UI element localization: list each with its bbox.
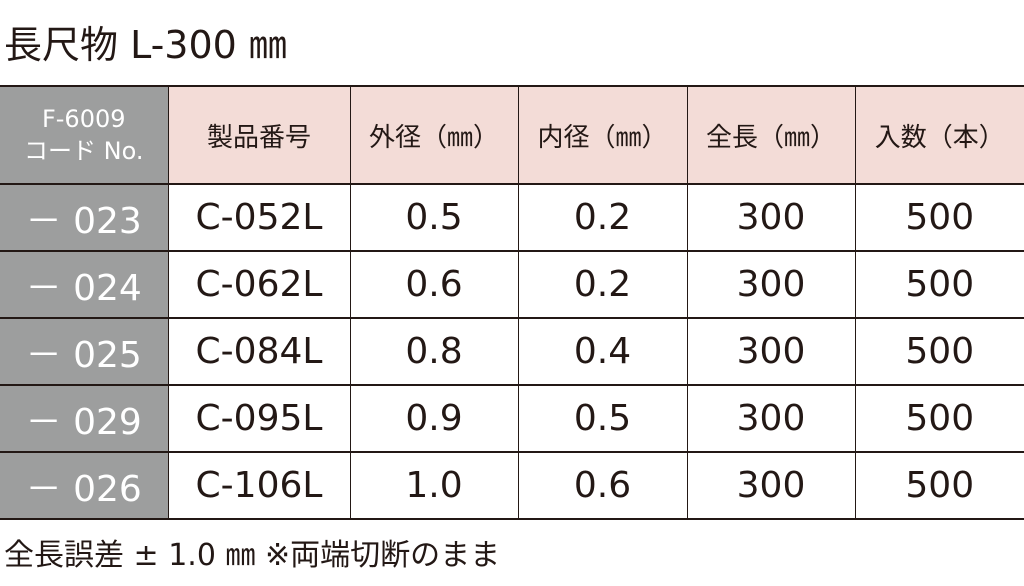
header-cell: 製品番号 xyxy=(167,85,350,185)
data-cell: 500 xyxy=(854,250,1024,319)
data-cell: 0.5 xyxy=(349,183,518,252)
data-cell: 0.5 xyxy=(517,384,687,453)
data-cell: 0.6 xyxy=(517,451,687,520)
page-title: 長尺物 L-300 ㎜ xyxy=(4,23,287,67)
table-row: － 026 C-106L 1.0 0.6 300 500 xyxy=(0,451,1024,520)
table-body: － 023 C-052L 0.5 0.2 300 500 － 024 C-062L 0.6 0.2… xyxy=(0,183,1024,520)
header-cell: F-6009 コード No. xyxy=(0,85,168,185)
data-cell: 1.0 xyxy=(349,451,518,520)
table-row: － 023 C-052L 0.5 0.2 300 500 xyxy=(0,183,1024,252)
table-row: － 025 C-084L 0.8 0.4 300 500 xyxy=(0,317,1024,386)
data-cell: 300 xyxy=(686,183,855,252)
data-cell: 0.6 xyxy=(349,250,518,319)
code-cell: － 026 xyxy=(0,451,168,520)
data-cell: C-095L xyxy=(167,384,350,453)
header-cell: 入数（本） xyxy=(854,85,1024,185)
header-cell: 外径（㎜） xyxy=(349,85,518,185)
data-cell: 300 xyxy=(686,250,855,319)
header-line: F-6009 xyxy=(41,105,126,133)
data-cell: C-052L xyxy=(167,183,350,252)
data-cell: 0.9 xyxy=(349,384,518,453)
header-cell: 内径（㎜） xyxy=(517,85,687,185)
data-cell: 500 xyxy=(854,451,1024,520)
data-cell: C-062L xyxy=(167,250,350,319)
data-cell: 300 xyxy=(686,317,855,386)
header-cell: 全長（㎜） xyxy=(686,85,855,185)
table-row: － 029 C-095L 0.9 0.5 300 500 xyxy=(0,384,1024,453)
data-cell: 500 xyxy=(854,384,1024,453)
data-cell: 0.2 xyxy=(517,250,687,319)
code-cell: － 029 xyxy=(0,384,168,453)
footnote: 全長誤差 ± 1.0 ㎜ ※両端切断のまま xyxy=(4,538,501,573)
data-cell: 300 xyxy=(686,451,855,520)
data-cell: 300 xyxy=(686,384,855,453)
data-cell: 0.2 xyxy=(517,183,687,252)
data-cell: 0.8 xyxy=(349,317,518,386)
table-row: － 024 C-062L 0.6 0.2 300 500 xyxy=(0,250,1024,319)
code-cell: － 023 xyxy=(0,183,168,252)
data-cell: 500 xyxy=(854,317,1024,386)
header-line: コード No. xyxy=(24,137,144,165)
code-cell: － 024 xyxy=(0,250,168,319)
data-cell: 0.4 xyxy=(517,317,687,386)
code-cell: － 025 xyxy=(0,317,168,386)
data-cell: C-106L xyxy=(167,451,350,520)
header-row: F-6009 コード No. 製品番号 外径（㎜） 内径（㎜） 全長（㎜） 入数（本） xyxy=(0,85,1024,185)
data-cell: C-084L xyxy=(167,317,350,386)
data-cell: 500 xyxy=(854,183,1024,252)
spec-table: F-6009 コード No. 製品番号 外径（㎜） 内径（㎜） 全長（㎜） 入数（本） － … xyxy=(0,85,1024,520)
